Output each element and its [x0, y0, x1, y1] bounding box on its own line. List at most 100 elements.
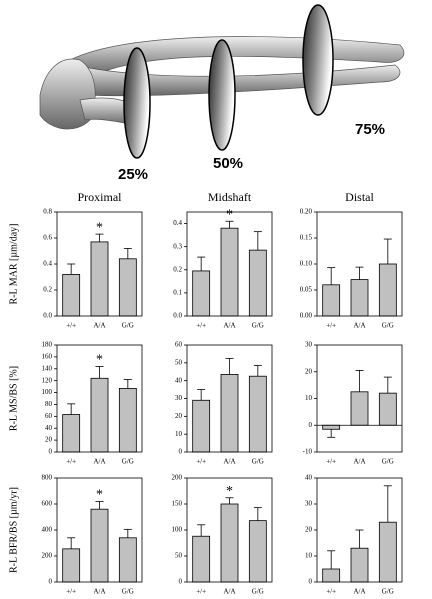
- y-tick-label: 120: [42, 376, 53, 384]
- y-tick-label: 800: [42, 474, 53, 482]
- x-tick-label: +/+: [196, 322, 206, 330]
- y-tick-label: 0: [49, 578, 53, 586]
- bar: [90, 241, 109, 317]
- y-tick-label: 0: [309, 421, 313, 429]
- x-tick-label: A/A: [223, 458, 235, 466]
- column-title: Midshaft: [208, 190, 252, 204]
- x-tick-label: A/A: [93, 458, 105, 466]
- plot-frame: [56, 344, 143, 453]
- y-tick-label: 600: [42, 500, 53, 508]
- bar: [90, 508, 109, 583]
- bar: [322, 424, 341, 430]
- y-tick-label: 100: [172, 526, 183, 534]
- bar: [322, 568, 341, 583]
- y-tick-label: 40: [305, 474, 313, 482]
- y-tick-label: 0.4: [173, 219, 182, 227]
- y-tick-label: 10: [305, 394, 313, 402]
- y-tick-label: 0: [49, 448, 53, 456]
- y-tick-label: 0: [179, 578, 183, 586]
- y-tick-label: 0.6: [43, 234, 52, 242]
- y-tick-label: 80: [45, 400, 53, 408]
- bar: [378, 521, 397, 583]
- x-tick-label: A/A: [93, 588, 105, 596]
- x-tick-label: G/G: [252, 588, 264, 596]
- bar: [118, 387, 137, 453]
- y-tick-label: 200: [172, 474, 183, 482]
- x-tick-label: A/A: [353, 322, 365, 330]
- plot-frame: [56, 477, 143, 583]
- bar: [378, 392, 397, 426]
- y-tick-label: -10: [303, 448, 313, 456]
- y-tick-label: 0.4: [43, 260, 52, 268]
- y-tick-label: 0: [179, 448, 183, 456]
- y-tick-label: 30: [305, 341, 313, 349]
- bar: [350, 391, 369, 426]
- y-tick-label: 0.0: [173, 312, 182, 320]
- y-tick-label: 150: [172, 500, 183, 508]
- y-tick-label: 0.3: [173, 242, 182, 250]
- y-tick-label: 30: [175, 394, 183, 402]
- bar: [350, 279, 369, 317]
- plot-frame: [56, 211, 143, 317]
- plot-frame: [186, 344, 273, 453]
- x-tick-label: A/A: [353, 458, 365, 466]
- bar: [192, 535, 211, 583]
- x-tick-label: G/G: [122, 588, 134, 596]
- x-tick-label: G/G: [252, 322, 264, 330]
- y-tick-label: 60: [175, 341, 183, 349]
- plot-frame: [186, 211, 273, 317]
- bar: [90, 377, 109, 453]
- x-tick-label: +/+: [66, 588, 76, 596]
- x-tick-label: +/+: [66, 322, 76, 330]
- y-tick-label: 0.2: [173, 265, 182, 273]
- bar: [220, 503, 239, 583]
- bar: [350, 547, 369, 583]
- y-tick-label: 0.8: [43, 208, 52, 216]
- y-tick-label: 20: [45, 436, 53, 444]
- bar: [62, 548, 81, 583]
- plot-frame: [316, 211, 403, 317]
- y-tick-label: 10: [305, 552, 313, 560]
- plot-frame: [316, 477, 403, 583]
- y-tick-label: 140: [42, 364, 53, 372]
- x-tick-label: A/A: [223, 588, 235, 596]
- y-tick-label: 20: [305, 526, 313, 534]
- y-tick-label: 0.2: [43, 286, 52, 294]
- y-tick-label: 400: [42, 526, 53, 534]
- y-tick-label: 60: [45, 412, 53, 420]
- y-tick-label: 200: [42, 552, 53, 560]
- y-axis-label: R-L MS/BS [%]: [8, 366, 19, 431]
- column-title: Distal: [345, 190, 374, 204]
- y-tick-label: 20: [305, 367, 313, 375]
- y-tick-label: 20: [175, 412, 183, 420]
- x-tick-label: +/+: [326, 458, 336, 466]
- bar: [378, 263, 397, 317]
- bar: [118, 537, 137, 583]
- x-tick-label: +/+: [196, 588, 206, 596]
- y-tick-label: 0.05: [300, 286, 313, 294]
- x-tick-label: A/A: [353, 588, 365, 596]
- section-label: 50%: [213, 155, 243, 172]
- y-tick-label: 0: [309, 578, 313, 586]
- x-tick-label: +/+: [326, 322, 336, 330]
- bar: [192, 399, 211, 453]
- x-tick-label: G/G: [382, 322, 394, 330]
- bar: [62, 273, 81, 317]
- y-tick-label: 0.15: [300, 234, 313, 242]
- plot-frame: [186, 477, 273, 583]
- significance-mark: *: [226, 484, 233, 499]
- section-label: 75%: [355, 121, 385, 138]
- y-tick-label: 160: [42, 352, 53, 360]
- bone-image: [39, 4, 405, 159]
- bar: [118, 258, 137, 317]
- y-tick-label: 0.0: [43, 312, 52, 320]
- x-tick-label: G/G: [382, 588, 394, 596]
- significance-mark: *: [96, 353, 103, 368]
- y-tick-label: 0.10: [300, 260, 313, 268]
- x-tick-label: G/G: [252, 458, 264, 466]
- bar: [248, 520, 267, 583]
- y-axis-label: R-L BFR/BS [µm/yr]: [8, 487, 19, 573]
- y-tick-label: 180: [42, 341, 53, 349]
- plot-frame: [316, 344, 403, 453]
